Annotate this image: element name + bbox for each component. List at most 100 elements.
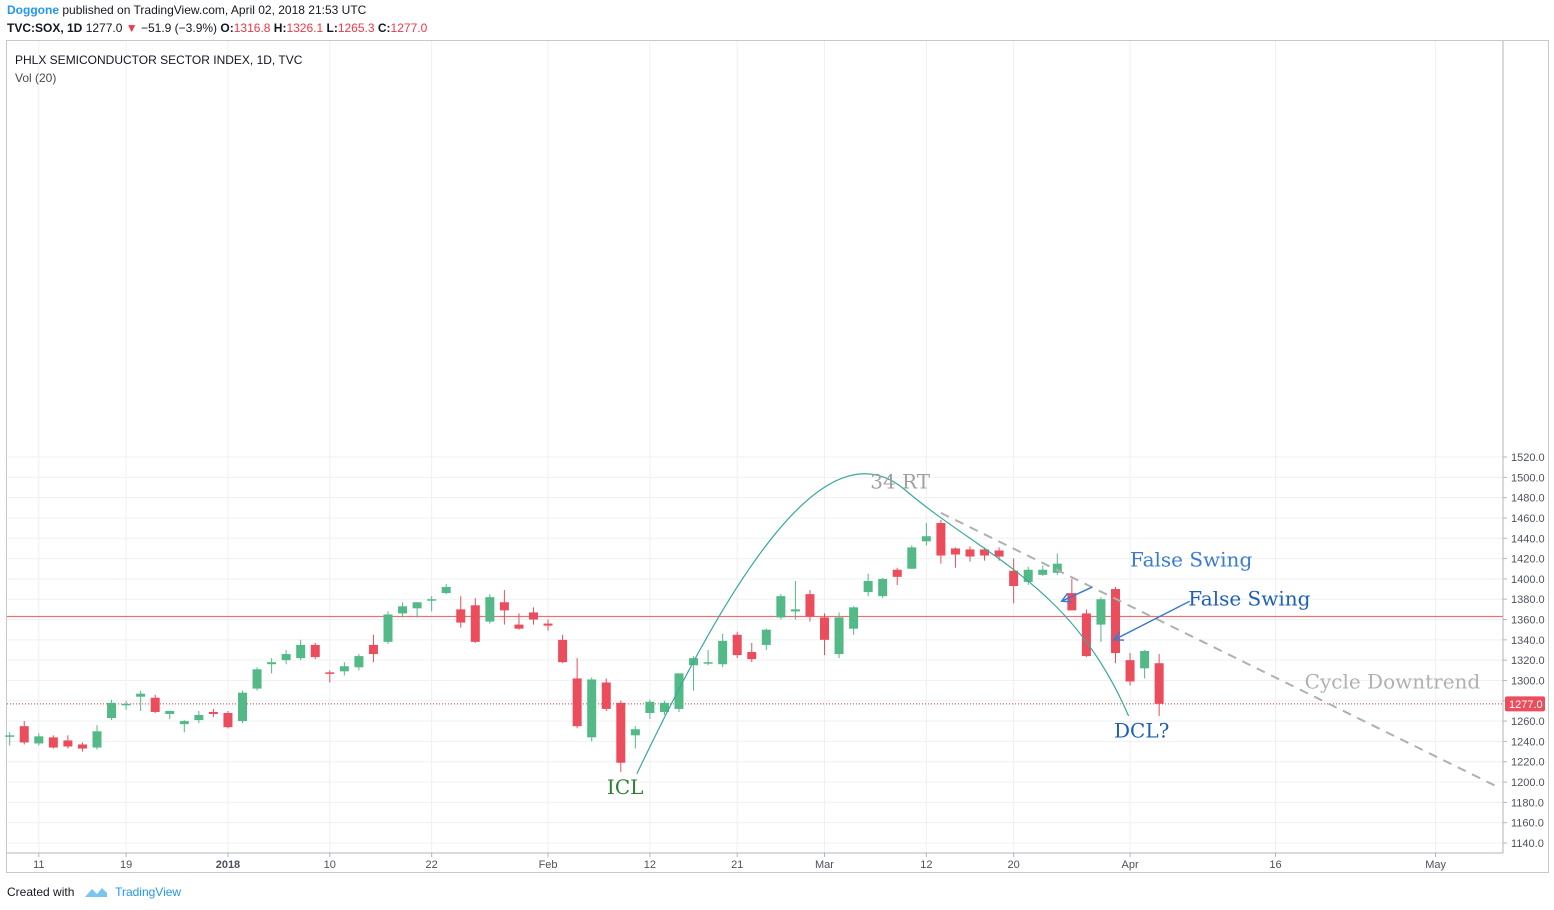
candle <box>1096 597 1106 642</box>
candle <box>252 667 262 691</box>
candle <box>48 735 58 749</box>
time-tick-label: May <box>1425 859 1446 871</box>
low-value: 1265.3 <box>337 21 375 35</box>
candle <box>238 690 247 724</box>
candle-body <box>412 602 422 609</box>
candle <box>296 639 306 661</box>
candles <box>5 519 1164 772</box>
time-tick-label: 11 <box>33 859 44 871</box>
time-tick-label: 10 <box>324 859 336 871</box>
candle <box>194 710 204 724</box>
price-tick-label: 1240.0 <box>1511 736 1545 748</box>
candle <box>529 607 538 625</box>
last-price-tag: 1277.0 <box>1505 696 1545 712</box>
candle-body <box>383 614 393 642</box>
candle <box>761 628 771 650</box>
created-with-text: Created with <box>7 885 75 899</box>
candle-body <box>601 682 611 709</box>
false-swing-arrow-2[interactable] <box>1113 600 1191 641</box>
time-tick-label: 2018 <box>216 859 240 871</box>
time-tick-label: 22 <box>426 859 438 871</box>
price-tick-label: 1460.0 <box>1511 513 1545 525</box>
price-axis[interactable]: 1140.0 1160.0 1180.0 1200.0 1220.0 1240.0 1260… <box>1502 41 1545 853</box>
candle <box>354 654 364 671</box>
chart-frame <box>6 40 1549 873</box>
candle <box>907 545 917 569</box>
change-value: −51.9 (−3.9%) <box>140 21 218 35</box>
volume-legend[interactable]: Vol (20) <box>15 71 57 85</box>
candle <box>456 596 466 628</box>
candle <box>892 567 902 585</box>
candle-body <box>1067 593 1077 611</box>
price-tick-label: 1320.0 <box>1511 655 1545 667</box>
candle <box>790 580 800 620</box>
candle <box>747 642 757 663</box>
candle <box>718 633 728 668</box>
candle-body <box>1023 569 1033 582</box>
candle <box>980 547 990 561</box>
candle-body <box>48 737 58 748</box>
candle-body <box>121 703 131 706</box>
candle <box>208 708 218 718</box>
icl-label: ICL <box>607 775 643 799</box>
candle <box>776 594 786 620</box>
price-tick-label: 1260.0 <box>1511 716 1545 728</box>
candle-body <box>456 609 466 623</box>
cycle-label-34rt: 34 RT <box>870 469 931 493</box>
candle-body <box>761 629 771 645</box>
close-label: C: <box>377 21 391 35</box>
candle-body <box>398 606 408 614</box>
candle <box>485 594 495 624</box>
cycle-downtrend-label: Cycle Downtrend <box>1305 670 1481 694</box>
candle-body <box>907 547 917 569</box>
tradingview-link[interactable]: TradingView <box>115 885 182 899</box>
candle <box>616 700 626 772</box>
high-label: H: <box>273 21 287 35</box>
series-legend[interactable]: PHLX SEMICONDUCTOR SECTOR INDEX, 1D, TVC <box>15 53 303 67</box>
candle <box>1140 649 1150 679</box>
candle-body <box>267 662 277 665</box>
candle <box>310 642 320 660</box>
candle-body <box>630 729 640 736</box>
candle-body <box>674 673 684 709</box>
candle <box>1081 609 1091 658</box>
cycle-arc[interactable] <box>636 473 1130 775</box>
open-value: 1316.8 <box>233 21 271 35</box>
candle <box>674 673 684 712</box>
candle <box>136 690 146 711</box>
candle <box>34 733 44 746</box>
candle-body <box>950 548 960 555</box>
symbol-label[interactable]: TVC:SOX, 1D <box>7 21 83 35</box>
candle-body <box>485 597 495 622</box>
false-swing-arrow-1[interactable] <box>1061 586 1093 602</box>
price-tick-label: 1200.0 <box>1511 777 1545 789</box>
candle <box>820 613 829 656</box>
candle-body <box>659 702 669 712</box>
price-tick-label: 1180.0 <box>1511 797 1544 809</box>
price-tick-label: 1340.0 <box>1511 635 1545 647</box>
candle-body <box>107 702 117 719</box>
candle-body <box>179 721 189 725</box>
candle-body <box>470 605 480 642</box>
candle <box>107 699 117 721</box>
last-price-tag-text: 1277.0 <box>1509 699 1543 711</box>
candle-body <box>165 710 175 714</box>
time-tick-label: Apr <box>1121 859 1138 871</box>
candle-body <box>805 594 815 617</box>
cycle-downtrend-line[interactable] <box>940 511 1499 789</box>
author-link[interactable]: Doggone <box>7 3 59 17</box>
open-label: O: <box>220 21 234 35</box>
candle-body <box>92 731 102 748</box>
candle-body <box>616 702 626 763</box>
candle-body <box>194 715 204 721</box>
drawings: 34 RT ICL DCL? False Swing False Swing C… <box>607 469 1499 799</box>
time-axis[interactable]: 11 19 2018 10 22 Feb 12 21 Mar 12 20 Apr 16 May <box>7 852 1503 871</box>
close-value: 1277.0 <box>390 21 428 35</box>
candle-body <box>63 740 73 747</box>
candle <box>1125 653 1135 686</box>
candle <box>398 602 408 618</box>
candle <box>863 573 873 597</box>
candle-body <box>296 644 306 659</box>
candle-body <box>223 712 233 728</box>
